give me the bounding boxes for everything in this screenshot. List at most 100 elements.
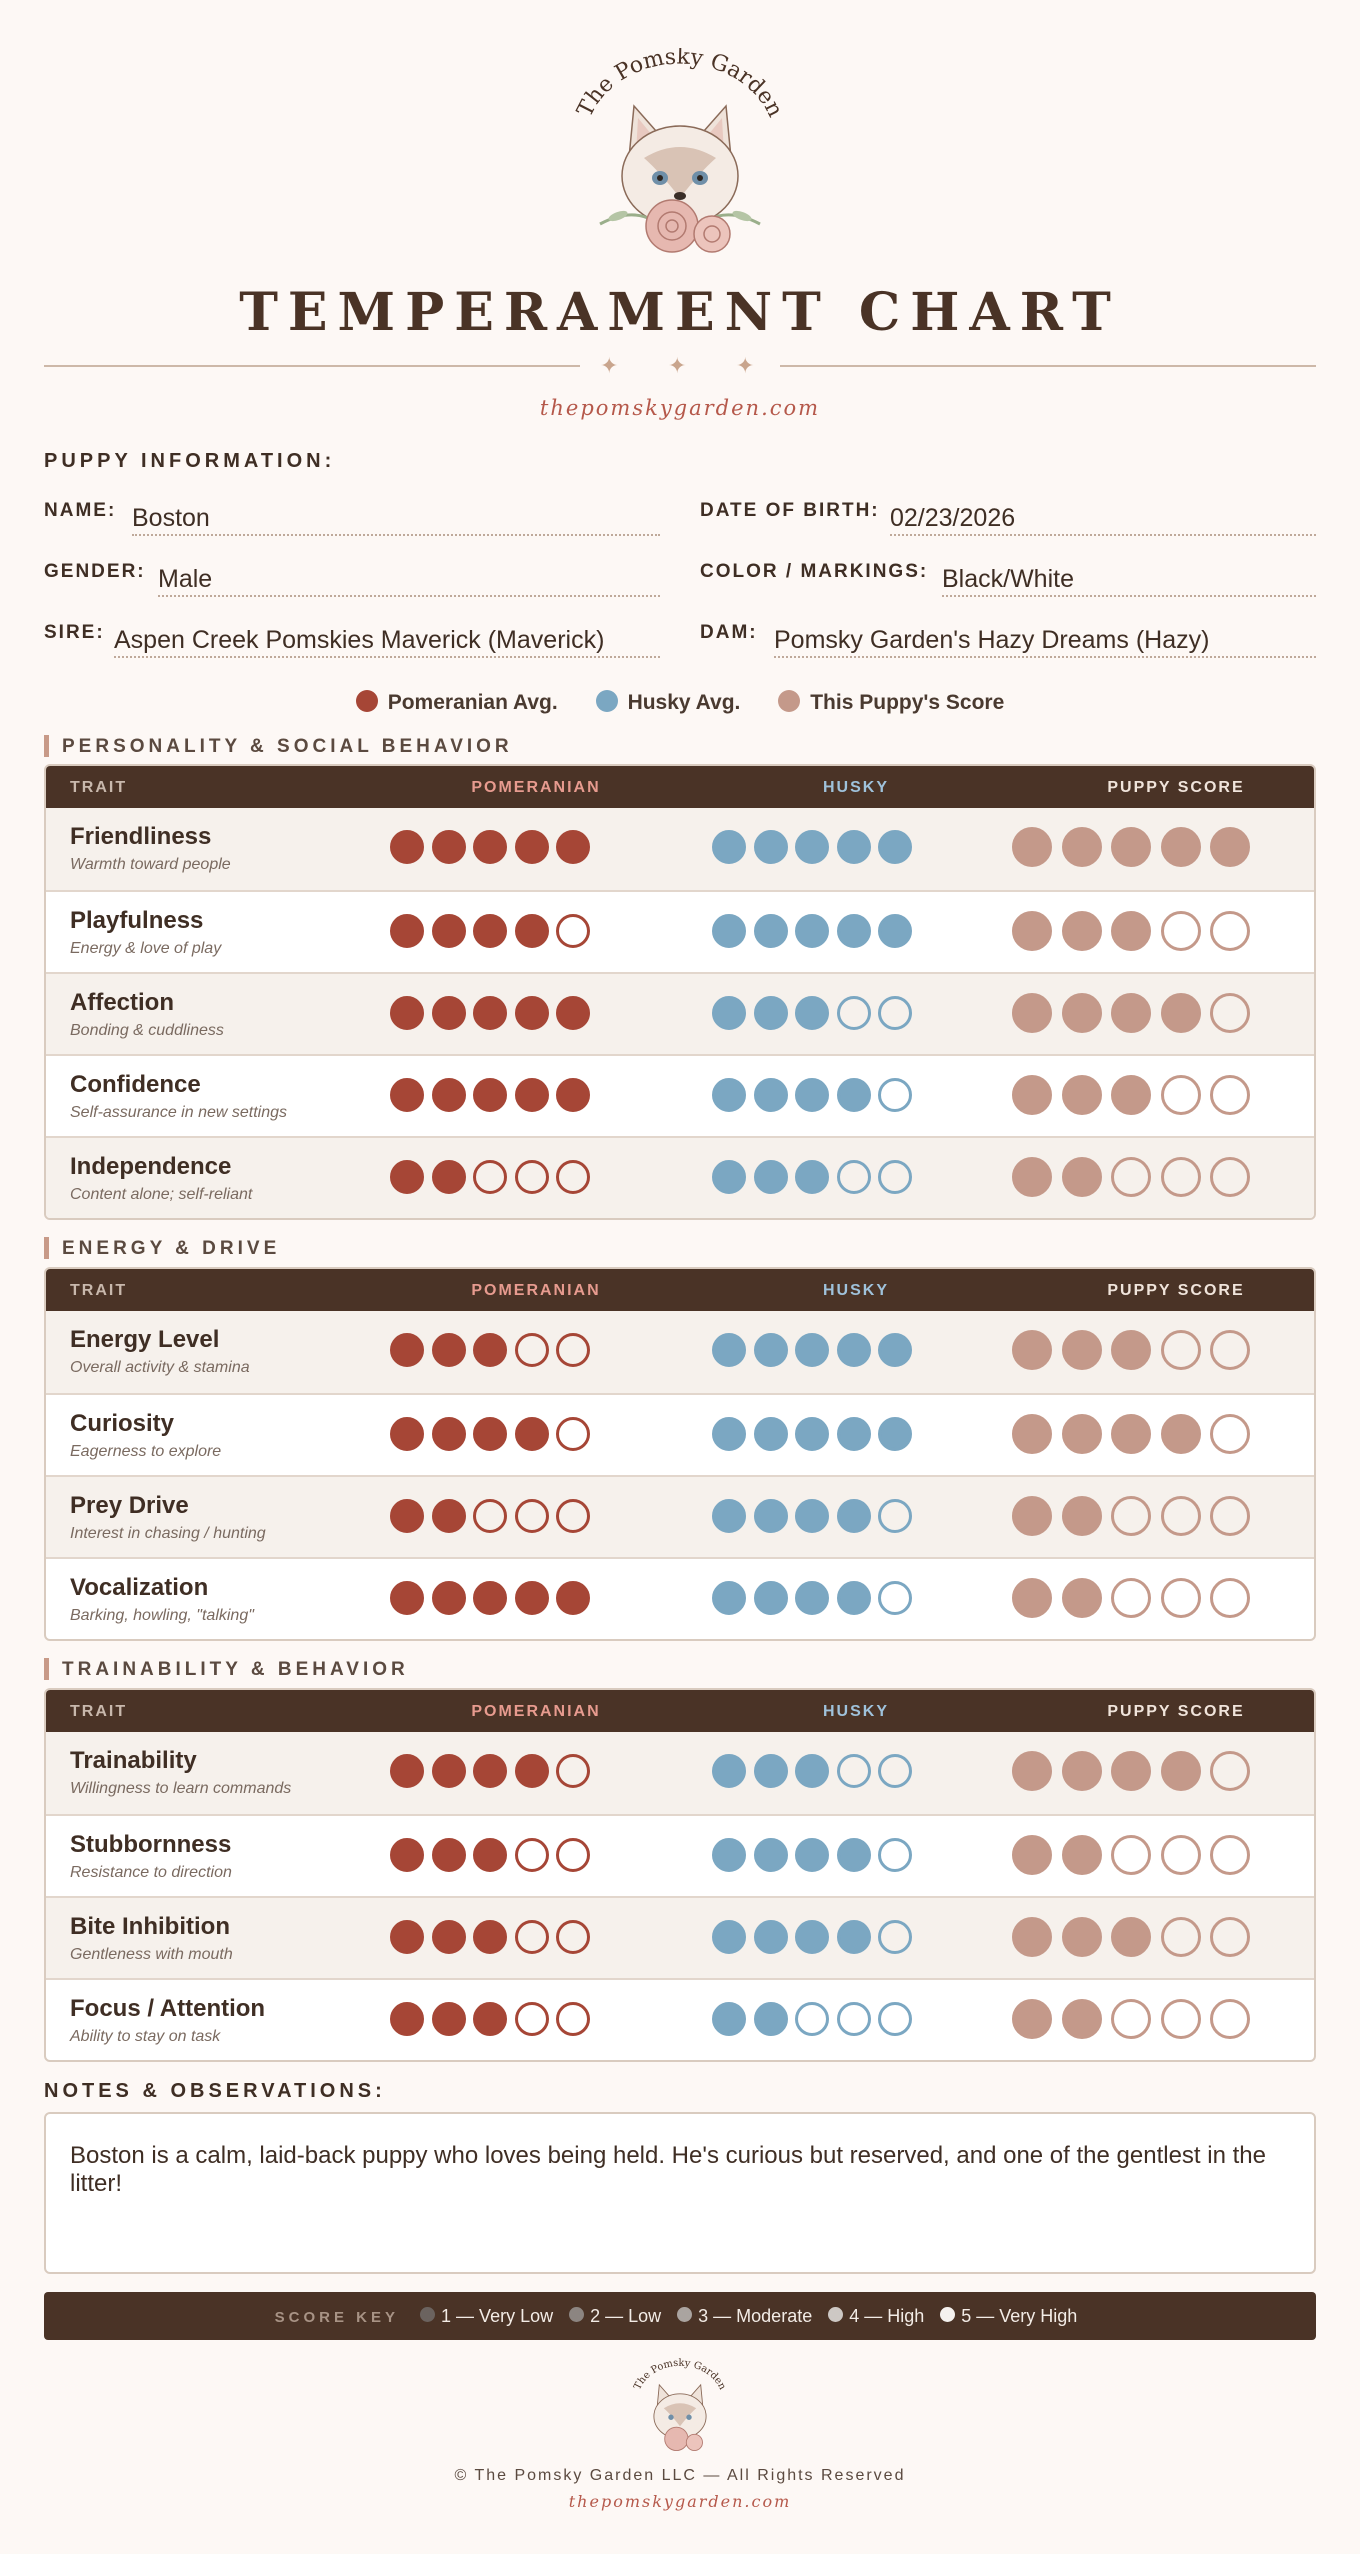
husky-rating bbox=[712, 2002, 920, 2038]
puppy-rating-dot-icon bbox=[1061, 1835, 1102, 1875]
legend-puppy-label: This Puppy's Score bbox=[810, 691, 1005, 714]
score-key-item: 1 — Very Low bbox=[420, 2292, 553, 2340]
legend-husky-label: Husky Avg. bbox=[627, 691, 741, 714]
husky-rating bbox=[712, 830, 920, 866]
header-husky: HUSKY bbox=[822, 1282, 889, 1299]
trait-name: Affection bbox=[70, 989, 174, 1016]
husky-rating-dot-icon bbox=[795, 1417, 829, 1451]
pomeranian-rating-dot-icon bbox=[431, 1333, 466, 1367]
title-divider: ✦ ✦ ✦ bbox=[44, 353, 1316, 378]
pomeranian-rating-dot-icon bbox=[431, 1499, 466, 1533]
husky-rating bbox=[712, 1499, 920, 1535]
sire-field: SIRE: Aspen Creek Pomskies Maverick (Mav… bbox=[44, 622, 660, 658]
husky-rating-dot-icon bbox=[712, 1078, 746, 1112]
puppy-rating-dot-icon bbox=[1012, 1751, 1052, 1791]
color-value: Black/White bbox=[942, 565, 1316, 597]
puppy-rating-dot-icon bbox=[1061, 993, 1102, 1033]
footer-website-link[interactable]: thepomskygarden.com bbox=[568, 2492, 792, 2511]
dob-label: DATE OF BIRTH: bbox=[700, 500, 880, 521]
header-pomeranian: POMERANIAN bbox=[471, 1282, 601, 1299]
trait-description: Energy & love of play bbox=[70, 940, 222, 957]
website-link[interactable]: thepomskygarden.com bbox=[539, 396, 821, 420]
puppy-rating bbox=[1012, 1835, 1260, 1875]
pomeranian-rating-dot-icon bbox=[390, 1499, 424, 1533]
trait-description: Resistance to direction bbox=[70, 1864, 232, 1881]
trait-description: Ability to stay on task bbox=[70, 2028, 221, 2045]
pomeranian-rating-dot-icon bbox=[390, 996, 424, 1030]
pomeranian-rating-dot-icon bbox=[514, 1333, 549, 1367]
notes-text: Boston is a calm, laid-back puppy who lo… bbox=[70, 2142, 1266, 2197]
puppy-rating bbox=[1012, 1751, 1260, 1791]
husky-rating-dot-icon bbox=[712, 1417, 746, 1451]
husky-rating-dot-icon bbox=[836, 1838, 871, 1872]
husky-rating-dot-icon bbox=[836, 914, 871, 948]
husky-rating-dot-icon bbox=[753, 1499, 788, 1533]
puppy-rating-dot-icon bbox=[1160, 1330, 1201, 1370]
puppy-rating-dot-icon bbox=[1111, 1414, 1151, 1454]
puppy-rating-dot-icon bbox=[1210, 1414, 1250, 1454]
table-row: Energy Level Overall activity & stamina bbox=[46, 1311, 1314, 1393]
pomeranian-rating-dot-icon bbox=[473, 1754, 507, 1788]
score-key-item: 3 — Moderate bbox=[677, 2292, 812, 2340]
pomeranian-rating-dot-icon bbox=[390, 830, 424, 864]
pomeranian-rating-dot-icon bbox=[514, 1499, 549, 1533]
puppy-rating-dot-icon bbox=[1061, 1414, 1102, 1454]
puppy-rating-dot-icon bbox=[1160, 1075, 1201, 1115]
pomeranian-rating-dot-icon bbox=[556, 1754, 590, 1788]
husky-rating bbox=[712, 996, 920, 1032]
pomeranian-rating-dot-icon bbox=[473, 830, 507, 864]
table-row: Vocalization Barking, howling, "talking" bbox=[46, 1557, 1314, 1639]
husky-rating-dot-icon bbox=[836, 1333, 871, 1367]
pomeranian-rating bbox=[390, 1333, 598, 1369]
husky-rating-dot-icon bbox=[753, 1078, 788, 1112]
brand-logo: The Pomsky Garden bbox=[560, 44, 800, 258]
husky-rating-dot-icon bbox=[712, 1333, 746, 1367]
trait-description: Self-assurance in new settings bbox=[70, 1104, 287, 1121]
pomeranian-rating-dot-icon bbox=[390, 2002, 424, 2036]
pomeranian-rating-dot-icon bbox=[431, 914, 466, 948]
gender-field: GENDER: Male bbox=[44, 561, 660, 597]
header-trait: TRAIT bbox=[70, 779, 128, 796]
puppy-rating-dot-icon bbox=[1111, 1157, 1151, 1197]
table-row: Curiosity Eagerness to explore bbox=[46, 1393, 1314, 1475]
pomeranian-rating-dot-icon bbox=[473, 914, 507, 948]
table-row: Affection Bonding & cuddliness bbox=[46, 972, 1314, 1054]
puppy-rating-dot-icon bbox=[1061, 1075, 1102, 1115]
pomeranian-rating bbox=[390, 1417, 598, 1453]
pomeranian-rating-dot-icon bbox=[431, 1581, 466, 1615]
husky-rating bbox=[712, 1581, 920, 1617]
puppy-rating-dot-icon bbox=[1210, 1330, 1250, 1370]
puppy-rating-dot-icon bbox=[1061, 827, 1102, 867]
pomeranian-rating-dot-icon bbox=[473, 1417, 507, 1451]
header-trait: TRAIT bbox=[70, 1703, 128, 1720]
pomeranian-rating-dot-icon bbox=[556, 1920, 590, 1954]
puppy-rating-dot-icon bbox=[1111, 1751, 1151, 1791]
husky-rating bbox=[712, 1754, 920, 1790]
husky-rating-dot-icon bbox=[878, 1754, 912, 1788]
gender-label: GENDER: bbox=[44, 561, 146, 582]
pomeranian-rating-dot-icon bbox=[390, 1417, 424, 1451]
husky-rating-dot-icon bbox=[795, 1581, 829, 1615]
husky-rating-dot-icon bbox=[753, 830, 788, 864]
puppy-rating-dot-icon bbox=[1160, 1917, 1201, 1957]
husky-rating-dot-icon bbox=[795, 1838, 829, 1872]
husky-rating-dot-icon bbox=[878, 830, 912, 864]
table-row: Stubbornness Resistance to direction bbox=[46, 1814, 1314, 1896]
pomeranian-rating bbox=[390, 2002, 598, 2038]
trait-table: TRAIT POMERANIAN HUSKY PUPPY SCORE Train… bbox=[44, 1688, 1316, 2062]
category-heading: PERSONALITY & SOCIAL BEHAVIOR bbox=[44, 735, 513, 758]
header-puppy: PUPPY SCORE bbox=[1107, 1703, 1245, 1720]
pomeranian-rating bbox=[390, 1078, 598, 1114]
puppy-rating-dot-icon bbox=[1012, 911, 1052, 951]
husky-rating-dot-icon bbox=[753, 914, 788, 948]
header-pomeranian: POMERANIAN bbox=[471, 1703, 601, 1720]
puppy-rating-dot-icon bbox=[1061, 1999, 1102, 2039]
pomeranian-rating bbox=[390, 1581, 598, 1617]
pomeranian-rating-dot-icon bbox=[556, 1499, 590, 1533]
pomeranian-rating-dot-icon bbox=[473, 1920, 507, 1954]
legend-pomeranian-label: Pomeranian Avg. bbox=[387, 691, 558, 714]
puppy-rating-dot-icon bbox=[1061, 1496, 1102, 1536]
trait-description: Bonding & cuddliness bbox=[70, 1022, 224, 1039]
husky-rating-dot-icon bbox=[753, 1581, 788, 1615]
husky-rating-dot-icon bbox=[836, 1754, 871, 1788]
